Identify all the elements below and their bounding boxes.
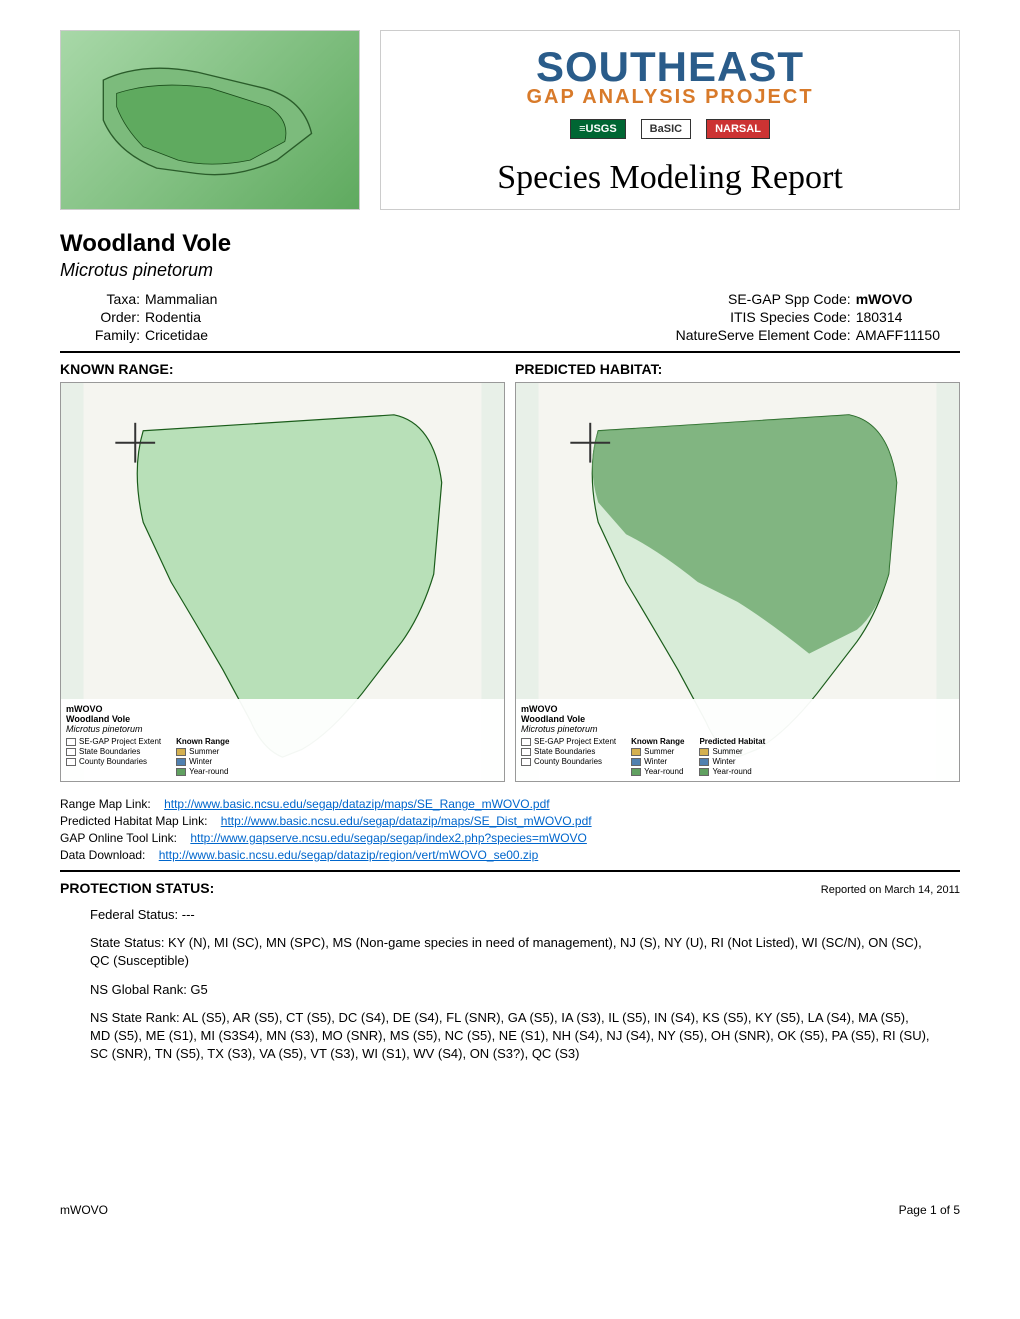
map-latin: Microtus pinetorum [521, 724, 954, 734]
predicted-link[interactable]: http://www.basic.ncsu.edu/segap/datazip/… [221, 814, 592, 828]
taxa-value: Mammalian [145, 291, 217, 307]
regional-logo [60, 30, 360, 210]
taxonomy-left: Taxa: Mammalian Order: Rodentia Family: … [80, 291, 217, 343]
map-latin: Microtus pinetorum [66, 724, 499, 734]
protection-header: PROTECTION STATUS: Reported on March 14,… [60, 880, 960, 896]
footer: mWOVO Page 1 of 5 [60, 1203, 960, 1217]
links-section: Range Map Link: http://www.basic.ncsu.ed… [60, 797, 960, 862]
family-value: Cricetidae [145, 327, 208, 343]
itis-label: ITIS Species Code: [651, 309, 851, 325]
org-logos: ≡USGS BaSIC NARSAL [570, 119, 770, 139]
predicted-habitat-col: PREDICTED HABITAT: mWOVO Woodland Vole M… [515, 361, 960, 782]
map-code: mWOVO [66, 704, 499, 714]
predicted-heading: PREDICTED HABITAT: [515, 361, 960, 377]
order-label: Order: [80, 309, 140, 325]
map-legend: SE-GAP Project Extent State Boundaries C… [521, 737, 954, 776]
divider [60, 870, 960, 872]
map-legend: SE-GAP Project Extent State Boundaries C… [66, 737, 499, 776]
data-link[interactable]: http://www.basic.ncsu.edu/segap/datazip/… [159, 848, 539, 862]
gap-subtitle: GAP ANALYSIS PROJECT [526, 86, 813, 109]
legend-predicted-heading: Predicted Habitat [699, 737, 765, 746]
legend-extent: SE-GAP Project Extent [534, 737, 616, 746]
footer-page: Page 1 of 5 [899, 1203, 960, 1217]
predicted-link-label: Predicted Habitat Map Link: [60, 814, 207, 828]
federal-status: Federal Status: --- [90, 906, 930, 924]
usgs-logo: ≡USGS [570, 119, 626, 139]
legend-yearround: Year-round [712, 767, 751, 776]
tax-row: Family: Cricetidae [80, 327, 217, 343]
legend-yearround: Year-round [644, 767, 683, 776]
link-row: GAP Online Tool Link: http://www.gapserv… [60, 831, 960, 845]
data-link-label: Data Download: [60, 848, 145, 862]
map-caption: mWOVO Woodland Vole Microtus pinetorum S… [516, 699, 959, 781]
legend-state: State Boundaries [79, 747, 140, 756]
narsal-logo: NARSAL [706, 119, 770, 139]
known-range-col: KNOWN RANGE: mWOVO Woodland Vole Microtu… [60, 361, 505, 782]
tax-row: Taxa: Mammalian [80, 291, 217, 307]
maps-section: KNOWN RANGE: mWOVO Woodland Vole Microtu… [60, 361, 960, 782]
range-link[interactable]: http://www.basic.ncsu.edu/segap/datazip/… [164, 797, 550, 811]
tool-link-label: GAP Online Tool Link: [60, 831, 177, 845]
tool-link[interactable]: http://www.gapserve.ncsu.edu/segap/segap… [190, 831, 587, 845]
known-range-heading: KNOWN RANGE: [60, 361, 505, 377]
range-link-label: Range Map Link: [60, 797, 151, 811]
header-right: SOUTHEAST GAP ANALYSIS PROJECT ≡USGS BaS… [380, 30, 960, 210]
ns-label: NatureServe Element Code: [651, 327, 851, 343]
taxa-label: Taxa: [80, 291, 140, 307]
legend-summer: Summer [712, 747, 742, 756]
known-range-map: mWOVO Woodland Vole Microtus pinetorum S… [60, 382, 505, 782]
footer-code: mWOVO [60, 1203, 108, 1217]
protection-title: PROTECTION STATUS: [60, 880, 214, 896]
tax-row: Order: Rodentia [80, 309, 217, 325]
map-species: Woodland Vole [66, 714, 499, 724]
protection-body: Federal Status: --- State Status: KY (N)… [60, 896, 960, 1083]
map-code: mWOVO [521, 704, 954, 714]
ns-value: AMAFF11150 [856, 327, 940, 343]
map-caption: mWOVO Woodland Vole Microtus pinetorum S… [61, 699, 504, 781]
header: SOUTHEAST GAP ANALYSIS PROJECT ≡USGS BaS… [60, 30, 960, 210]
legend-winter: Winter [712, 757, 735, 766]
legend-range-heading: Known Range [176, 737, 229, 746]
tax-row: ITIS Species Code: 180314 [651, 309, 940, 325]
report-title: Species Modeling Report [497, 159, 843, 197]
legend-winter: Winter [644, 757, 667, 766]
link-row: Data Download: http://www.basic.ncsu.edu… [60, 848, 960, 862]
state-rank: NS State Rank: AL (S5), AR (S5), CT (S5)… [90, 1009, 930, 1064]
family-label: Family: [80, 327, 140, 343]
taxonomy-right: SE-GAP Spp Code: mWOVO ITIS Species Code… [651, 291, 940, 343]
legend-range-heading: Known Range [631, 737, 684, 746]
species-latin-name: Microtus pinetorum [60, 260, 960, 281]
legend-extent: SE-GAP Project Extent [79, 737, 161, 746]
taxonomy-section: Taxa: Mammalian Order: Rodentia Family: … [60, 291, 960, 343]
legend-county: County Boundaries [534, 757, 602, 766]
tax-row: NatureServe Element Code: AMAFF11150 [651, 327, 940, 343]
divider [60, 351, 960, 353]
map-species: Woodland Vole [521, 714, 954, 724]
legend-state: State Boundaries [534, 747, 595, 756]
legend-summer: Summer [189, 747, 219, 756]
basic-logo: BaSIC [641, 119, 691, 139]
segap-value: mWOVO [856, 291, 913, 307]
legend-yearround: Year-round [189, 767, 228, 776]
tax-row: SE-GAP Spp Code: mWOVO [651, 291, 940, 307]
order-value: Rodentia [145, 309, 201, 325]
link-row: Range Map Link: http://www.basic.ncsu.ed… [60, 797, 960, 811]
state-status: State Status: KY (N), MI (SC), MN (SPC),… [90, 934, 930, 970]
legend-summer: Summer [644, 747, 674, 756]
itis-value: 180314 [856, 309, 903, 325]
global-rank: NS Global Rank: G5 [90, 981, 930, 999]
segap-label: SE-GAP Spp Code: [651, 291, 851, 307]
legend-winter: Winter [189, 757, 212, 766]
species-common-name: Woodland Vole [60, 230, 960, 258]
link-row: Predicted Habitat Map Link: http://www.b… [60, 814, 960, 828]
predicted-habitat-map: mWOVO Woodland Vole Microtus pinetorum S… [515, 382, 960, 782]
legend-county: County Boundaries [79, 757, 147, 766]
southeast-title: SOUTHEAST [536, 43, 804, 91]
reported-date: Reported on March 14, 2011 [821, 884, 960, 896]
